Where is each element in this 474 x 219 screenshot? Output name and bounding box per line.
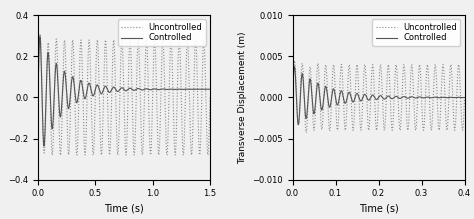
Uncontrolled bbox=[204, 130, 210, 133]
Line: Controlled: Controlled bbox=[38, 37, 210, 146]
Controlled bbox=[41, 145, 47, 147]
Controlled bbox=[372, 96, 377, 98]
Uncontrolled bbox=[58, 154, 64, 157]
Controlled bbox=[204, 88, 210, 91]
Uncontrolled bbox=[303, 131, 309, 134]
Controlled bbox=[456, 96, 462, 99]
Line: Uncontrolled: Uncontrolled bbox=[38, 34, 210, 155]
Y-axis label: Transverse Displacement (m): Transverse Displacement (m) bbox=[237, 31, 246, 164]
X-axis label: Time (s): Time (s) bbox=[359, 204, 398, 214]
Uncontrolled bbox=[65, 144, 71, 146]
Uncontrolled bbox=[372, 89, 377, 91]
Uncontrolled bbox=[207, 96, 213, 99]
Controlled bbox=[35, 96, 41, 99]
Controlled bbox=[415, 96, 420, 99]
Uncontrolled bbox=[462, 96, 467, 99]
Uncontrolled bbox=[101, 73, 107, 75]
Uncontrolled bbox=[35, 96, 41, 99]
Controlled bbox=[101, 87, 107, 90]
Controlled bbox=[362, 93, 368, 96]
Controlled bbox=[448, 96, 454, 99]
Legend: Uncontrolled, Controlled: Uncontrolled, Controlled bbox=[373, 19, 460, 46]
Uncontrolled bbox=[37, 32, 43, 35]
Uncontrolled bbox=[290, 96, 295, 99]
Uncontrolled bbox=[362, 63, 368, 66]
Uncontrolled bbox=[292, 59, 297, 62]
Controlled bbox=[37, 35, 43, 38]
Controlled bbox=[207, 88, 213, 91]
Legend: Uncontrolled, Controlled: Uncontrolled, Controlled bbox=[118, 19, 206, 46]
Uncontrolled bbox=[185, 48, 191, 50]
Controlled bbox=[292, 65, 297, 68]
Uncontrolled bbox=[364, 82, 369, 85]
Controlled bbox=[462, 96, 467, 99]
Line: Uncontrolled: Uncontrolled bbox=[292, 61, 465, 133]
Uncontrolled bbox=[55, 62, 61, 65]
Controlled bbox=[364, 95, 369, 97]
Uncontrolled bbox=[415, 98, 420, 100]
Controlled bbox=[109, 89, 114, 91]
Uncontrolled bbox=[448, 63, 454, 66]
Controlled bbox=[65, 105, 71, 108]
Uncontrolled bbox=[109, 104, 114, 107]
Controlled bbox=[55, 76, 61, 79]
X-axis label: Time (s): Time (s) bbox=[104, 204, 144, 214]
Controlled bbox=[290, 96, 295, 99]
Controlled bbox=[185, 88, 191, 90]
Uncontrolled bbox=[456, 68, 462, 71]
Line: Controlled: Controlled bbox=[292, 67, 465, 125]
Controlled bbox=[295, 123, 301, 126]
